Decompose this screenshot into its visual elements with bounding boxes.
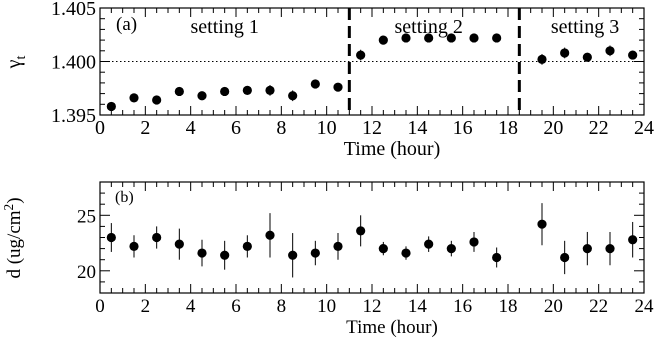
data-point xyxy=(628,50,638,60)
data-point xyxy=(469,237,479,247)
y-tick-label: 25 xyxy=(77,206,96,227)
data-point xyxy=(197,91,207,101)
x-axis-title: Time (hour) xyxy=(344,138,440,160)
y-tick-label: 1.405 xyxy=(51,0,96,20)
data-point xyxy=(582,52,592,62)
data-point xyxy=(265,85,275,95)
data-point xyxy=(220,250,230,260)
plot-frame xyxy=(99,181,645,294)
data-point xyxy=(174,239,184,249)
data-point xyxy=(401,33,411,43)
x-tick-label: 24 xyxy=(634,117,654,139)
data-point xyxy=(605,244,615,254)
panel-label: (b) xyxy=(115,189,134,206)
data-point xyxy=(356,226,366,236)
x-tick-label: 8 xyxy=(277,296,287,317)
data-point xyxy=(333,82,343,92)
data-point xyxy=(106,101,116,112)
panel-a: 0 2 4 6 8 10 12 14 16 18 20 22 241.3951.4001.405Time… xyxy=(3,0,654,160)
data-point xyxy=(446,33,456,43)
x-tick-label: 2 xyxy=(140,117,150,139)
x-tick-label: 0 xyxy=(95,296,105,317)
x-tick-label: 0 xyxy=(95,117,105,139)
x-tick-label: 22 xyxy=(589,117,609,139)
x-tick-label: 16 xyxy=(453,117,473,139)
setting-label: setting 2 xyxy=(394,16,462,38)
x-tick-label: 12 xyxy=(362,117,382,139)
y-axis-title: γt xyxy=(3,56,29,70)
data-point xyxy=(197,248,207,258)
data-point xyxy=(152,232,162,243)
x-tick-label: 20 xyxy=(543,117,563,139)
y-axis-title: d (ug/cm2) xyxy=(1,197,25,278)
x-tick-label: 6 xyxy=(231,296,241,317)
data-point xyxy=(288,91,298,101)
y-tick-label: 1.400 xyxy=(51,52,96,74)
data-point xyxy=(537,54,547,64)
data-point xyxy=(129,93,139,103)
x-axis-title: Time (hour) xyxy=(346,317,438,338)
data-point xyxy=(560,252,570,263)
x-tick-label: 24 xyxy=(635,296,655,317)
x-tick-label: 8 xyxy=(276,117,286,139)
data-point xyxy=(492,33,502,43)
data-point xyxy=(242,85,252,95)
data-point xyxy=(537,219,547,229)
data-point xyxy=(605,46,615,56)
x-tick-label: 4 xyxy=(186,117,196,139)
data-point xyxy=(582,244,592,254)
x-tick-label: 4 xyxy=(186,296,196,317)
x-tick-label: 14 xyxy=(408,296,428,317)
data-point xyxy=(492,252,502,263)
data-point xyxy=(560,48,570,58)
data-point xyxy=(628,235,638,245)
data-point xyxy=(310,248,320,258)
data-point xyxy=(333,241,343,251)
data-point xyxy=(446,244,456,254)
x-tick-label: 18 xyxy=(499,296,518,317)
data-point xyxy=(378,35,388,45)
data-point xyxy=(129,241,139,251)
data-point xyxy=(288,250,298,260)
setting-label: setting 1 xyxy=(190,16,258,38)
y-tick-label: 1.395 xyxy=(51,105,96,127)
data-point xyxy=(106,232,116,243)
data-point xyxy=(310,79,320,89)
data-point xyxy=(424,239,434,249)
data-point xyxy=(220,86,230,97)
x-tick-label: 2 xyxy=(141,296,151,317)
data-point xyxy=(174,86,184,97)
x-tick-label: 20 xyxy=(544,296,563,317)
data-point xyxy=(152,95,162,105)
data-point xyxy=(401,248,411,258)
x-tick-label: 10 xyxy=(317,117,337,139)
data-point xyxy=(265,230,275,240)
y-tick-label: 20 xyxy=(77,262,96,283)
data-point xyxy=(242,241,252,251)
x-tick-label: 16 xyxy=(453,296,472,317)
x-tick-label: 18 xyxy=(498,117,518,139)
panel-label: (a) xyxy=(116,14,137,35)
x-tick-label: 22 xyxy=(589,296,608,317)
x-tick-label: 6 xyxy=(231,117,241,139)
x-tick-label: 12 xyxy=(363,296,382,317)
x-tick-label: 14 xyxy=(407,117,427,139)
setting-label: setting 3 xyxy=(551,16,619,38)
x-tick-label: 10 xyxy=(317,296,336,317)
data-point xyxy=(469,33,479,43)
data-point xyxy=(424,33,434,43)
data-point xyxy=(356,50,366,60)
data-point xyxy=(378,244,388,254)
